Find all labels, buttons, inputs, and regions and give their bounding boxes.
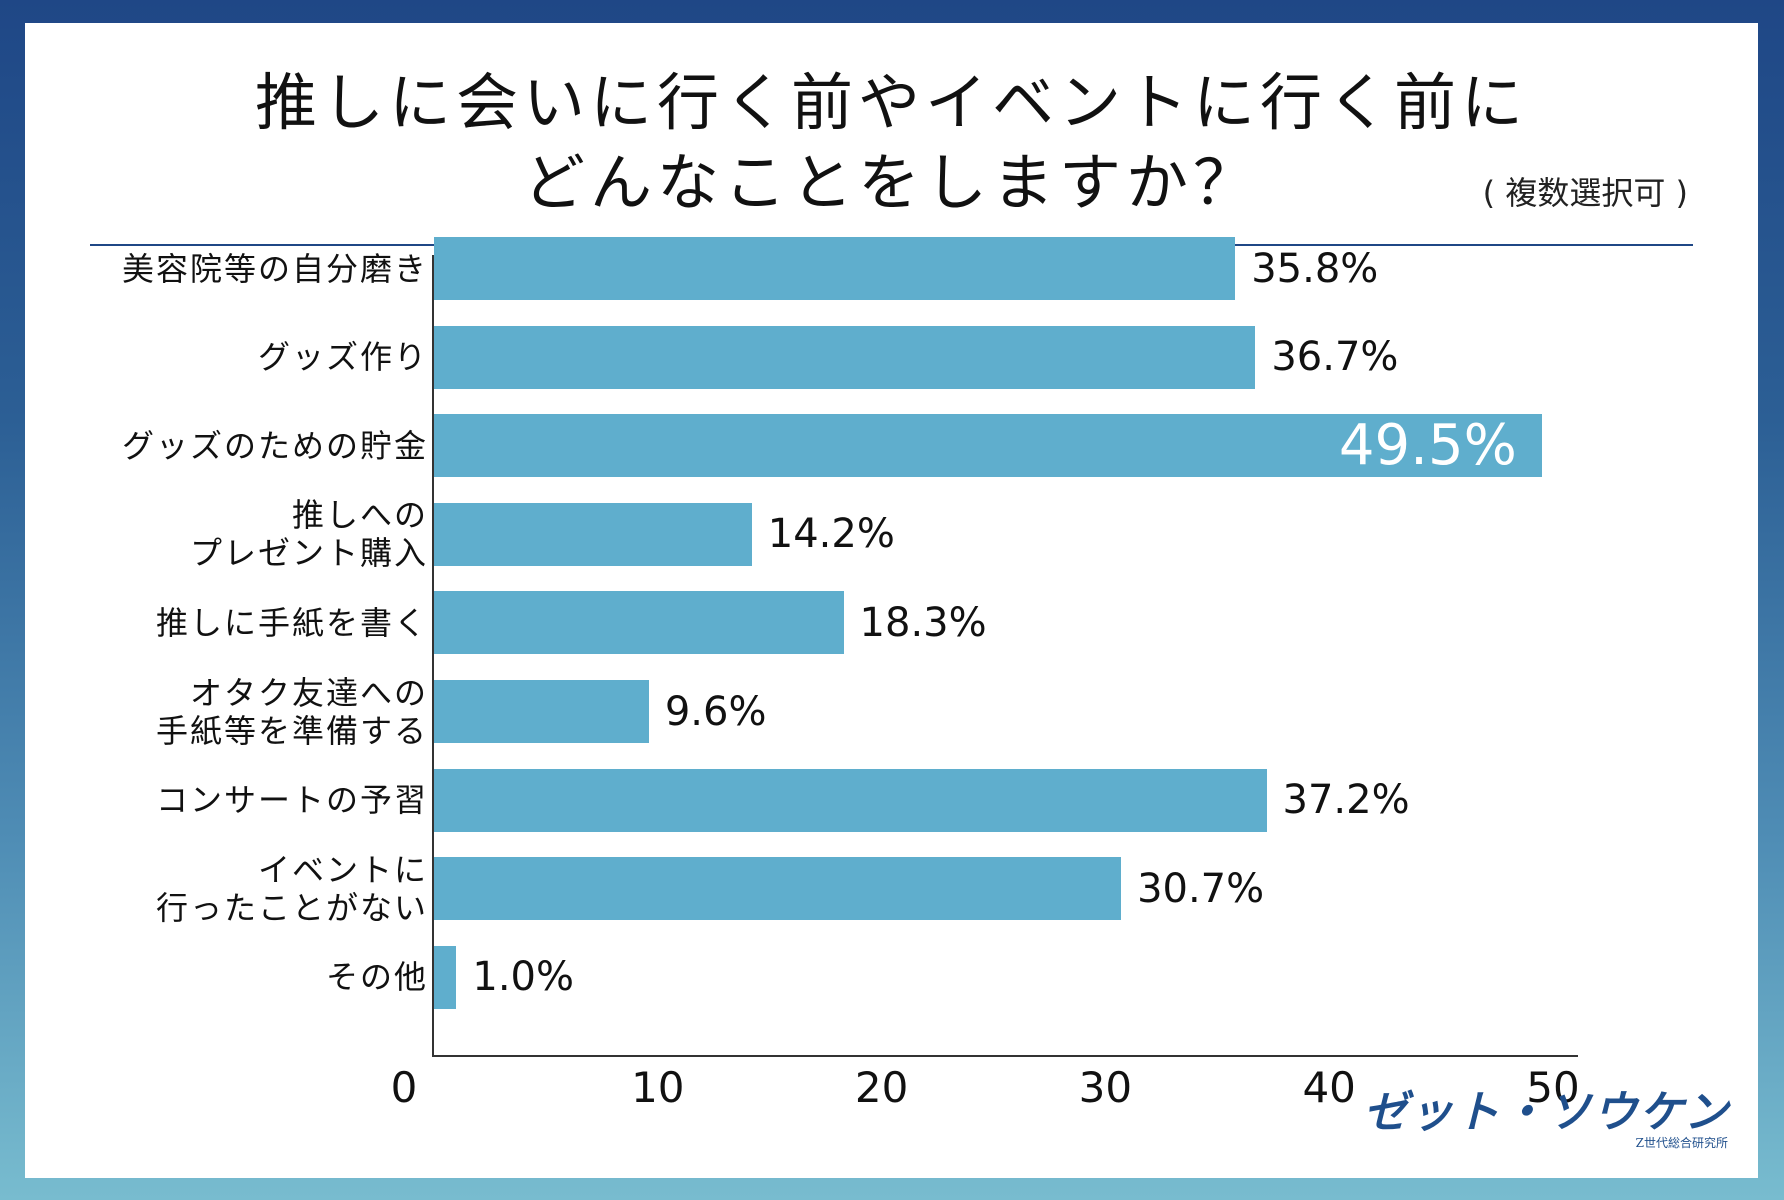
logo-subtitle: Z世代総合研究所: [1635, 1136, 1728, 1150]
x-tick-label: 0: [390, 1063, 418, 1112]
value-label: 37.2%: [1282, 777, 1410, 824]
value-label: 36.7%: [1271, 334, 1399, 381]
category-label: オタク友達への 手紙等を準備する: [155, 673, 428, 750]
value-label: 1.0%: [472, 954, 574, 1001]
value-label: 14.2%: [767, 511, 895, 558]
value-label: 35.8%: [1251, 245, 1379, 292]
category-label: コンサートの予習: [155, 781, 428, 820]
bar: [434, 237, 1236, 300]
value-label: 30.7%: [1137, 865, 1265, 912]
y-axis-line: [432, 255, 434, 1055]
title-line-1: 推しに会いに行く前やイベントに行く前に: [254, 66, 1528, 139]
x-tick-label: 30: [1078, 1063, 1133, 1112]
x-tick-label: 40: [1302, 1063, 1356, 1112]
category-label: その他: [325, 958, 428, 997]
x-tick-label: 50: [1526, 1063, 1580, 1112]
bar: [434, 502, 752, 566]
category-label: 美容院等の自分磨き: [121, 249, 428, 288]
value-label: 18.3%: [859, 599, 987, 646]
x-tick-label: 10: [631, 1063, 685, 1112]
title-line-2: どんなことをしますか？: [522, 146, 1260, 219]
bar: [434, 768, 1267, 832]
value-label: 9.6%: [664, 688, 767, 735]
bar: [434, 325, 1256, 389]
chart-panel: 推しに会いに行く前やイベントに行く前に どんなことをしますか？ ( 複数選択可 …: [25, 23, 1758, 1178]
multiple-choice-note: ( 複数選択可 ): [1482, 174, 1688, 212]
x-tick-label: 20: [854, 1063, 909, 1112]
bar: [434, 414, 1542, 478]
logo-wordmark: ゼット・ソウケン: [1363, 1087, 1730, 1138]
category-label: グッズのための貯金: [121, 426, 428, 465]
chart-title: 推しに会いに行く前やイベントに行く前に どんなことをしますか？: [25, 63, 1758, 223]
logo: ゼット・ソウケン Z世代総合研究所: [1363, 1076, 1730, 1156]
x-axis-line: [432, 1055, 1578, 1057]
bar: [434, 680, 649, 743]
bar: [434, 945, 457, 1009]
value-label: 49.5%: [1338, 412, 1517, 478]
category-label: 推しへの プレゼント購入: [189, 496, 428, 573]
category-label: イベントに 行ったことがない: [155, 850, 428, 927]
bar: [434, 857, 1122, 921]
bar: [434, 591, 844, 655]
category-label: 推しに手紙を書く: [155, 603, 428, 642]
category-label: グッズ作り: [257, 338, 428, 377]
